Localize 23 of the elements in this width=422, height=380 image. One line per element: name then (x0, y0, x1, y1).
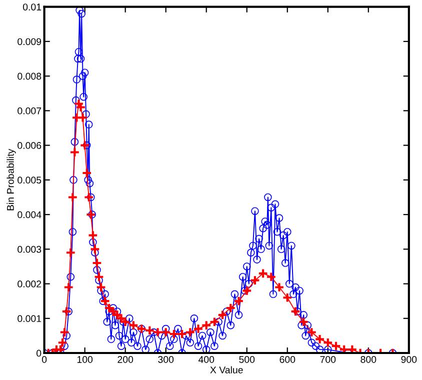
x-tick-label: 600 (280, 356, 296, 363)
x-tick-label: 700 (320, 356, 336, 363)
y-tick-label: 0.008 (18, 72, 42, 80)
y-tick-label: 0.004 (18, 211, 42, 218)
y-tick-label: 0.009 (18, 38, 42, 46)
x-tick-label: 500 (239, 356, 255, 363)
x-tick-label: 900 (401, 356, 417, 363)
y-tick-label: 0.001 (18, 315, 42, 322)
x-tick-label: 800 (360, 356, 376, 363)
x-tick-label: 300 (158, 356, 174, 363)
x-tick-label: 200 (118, 356, 134, 363)
y-tick-label: 0 (36, 350, 42, 357)
y-tick-label: 0.002 (18, 280, 42, 288)
x-axis-title: X Value (210, 366, 243, 374)
y-tick-label: 0.01 (22, 4, 42, 10)
y-tick-label: 0.007 (18, 107, 42, 114)
y-axis-title: Bin Probability (6, 148, 16, 210)
x-tick-label: 100 (77, 356, 93, 363)
y-tick-label: 0.006 (18, 142, 42, 149)
x-tick-label: 400 (198, 356, 214, 363)
x-tick-label: 0 (42, 356, 47, 363)
y-tick-label: 0.005 (18, 176, 42, 184)
y-tick-label: 0.003 (18, 246, 42, 253)
